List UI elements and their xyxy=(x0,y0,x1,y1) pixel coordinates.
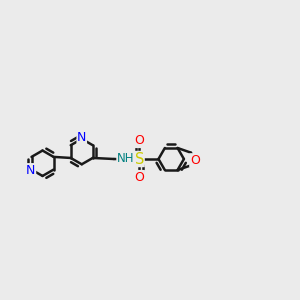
Text: O: O xyxy=(134,134,144,148)
Text: O: O xyxy=(190,154,200,167)
Text: S: S xyxy=(135,152,144,166)
Text: NH: NH xyxy=(117,152,134,165)
Text: N: N xyxy=(26,164,36,177)
Text: N: N xyxy=(77,131,86,145)
Text: O: O xyxy=(134,170,144,184)
